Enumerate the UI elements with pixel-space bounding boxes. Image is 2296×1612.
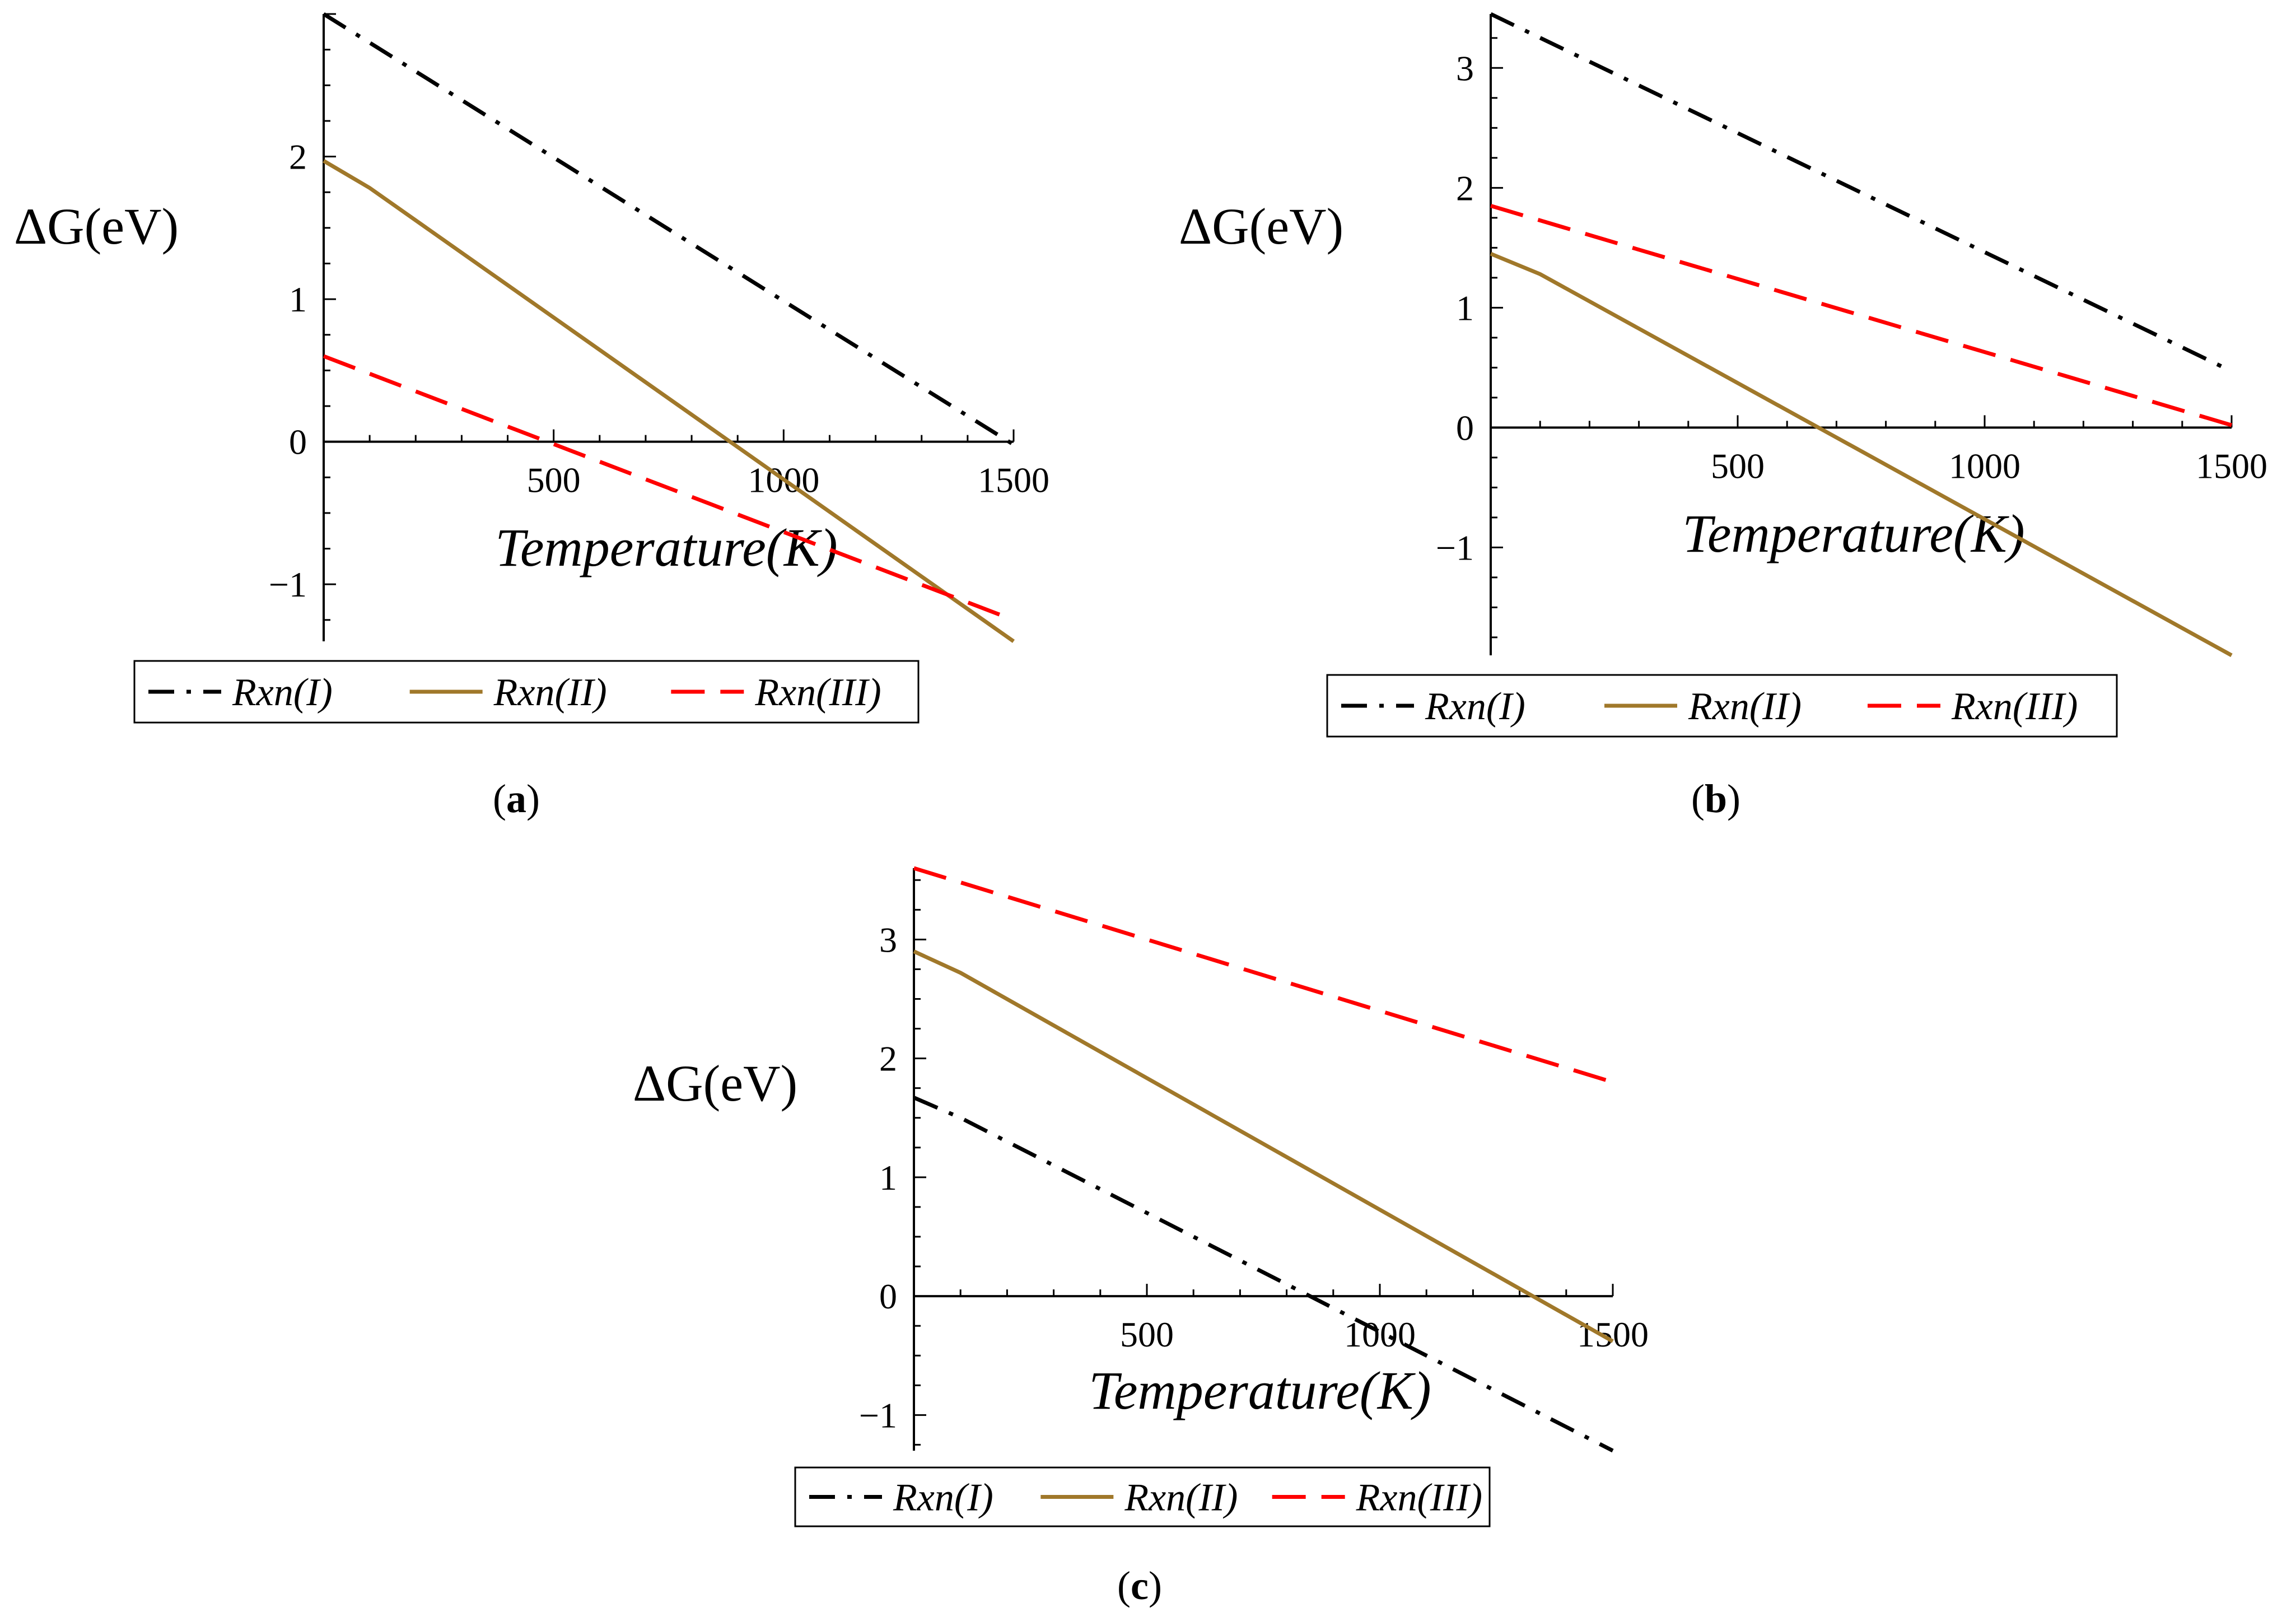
- legend-label-1: Rxn(I): [1425, 685, 1525, 728]
- y-tick-label: 3: [1456, 48, 1474, 88]
- y-tick-label: 1: [1456, 288, 1474, 328]
- x-tick-label: 500: [1120, 1315, 1174, 1354]
- y-axis-title: ΔG(eV): [14, 198, 179, 255]
- x-axis-title: Temperature(K): [1089, 1361, 1431, 1420]
- series-line-2: [913, 949, 1614, 1343]
- series-line-1: [323, 12, 1015, 446]
- y-tick-label: −1: [1436, 528, 1474, 567]
- y-tick-label: −1: [269, 565, 307, 604]
- caption-b: (b): [1691, 776, 1741, 821]
- y-tick-label: 3: [879, 920, 897, 959]
- legend-label-3: Rxn(III): [1356, 1476, 1482, 1520]
- series-line-3: [913, 866, 1614, 1084]
- legend-box: [1326, 674, 2118, 738]
- series-line-3: [1490, 204, 2232, 427]
- caption-a-letter: a: [506, 776, 526, 821]
- caption-a: (a): [493, 776, 540, 821]
- x-tick-label: 1000: [1949, 446, 2020, 486]
- y-tick-label: 0: [879, 1276, 897, 1316]
- legend-box: [794, 1466, 1491, 1527]
- legend-label-3: Rxn(III): [754, 671, 881, 714]
- y-axis-title: ΔG(eV): [1179, 198, 1343, 255]
- legend-label-1: Rxn(I): [232, 671, 333, 714]
- legend: Rxn(I) Rxn(II) Rxn(III): [133, 660, 920, 724]
- legend-label-2: Rxn(II): [493, 671, 607, 714]
- legend: Rxn(I) Rxn(II) Rxn(III): [1326, 674, 2118, 738]
- y-tick-label: 0: [1456, 408, 1474, 448]
- series-line-1: [913, 1096, 1614, 1453]
- legend-label-2: Rxn(II): [1124, 1476, 1238, 1520]
- y-tick-label: −1: [859, 1395, 897, 1435]
- x-tick-label: 1500: [2196, 446, 2267, 486]
- x-axis-title: Temperature(K): [1682, 504, 2025, 563]
- legend-label-1: Rxn(I): [893, 1476, 993, 1520]
- y-tick-label: 2: [1456, 168, 1474, 208]
- caption-c: (c): [1117, 1563, 1162, 1608]
- x-tick-label: 1500: [1577, 1315, 1649, 1354]
- y-axis-title: ΔG(eV): [633, 1055, 797, 1112]
- y-tick-label: 1: [289, 279, 307, 319]
- y-tick-label: 1: [879, 1158, 897, 1198]
- y-tick-label: 0: [289, 422, 307, 462]
- series-line-2: [1490, 251, 2233, 658]
- caption-c-letter: c: [1130, 1563, 1149, 1608]
- series-line-3: [323, 354, 1015, 622]
- x-tick-label: 500: [527, 460, 581, 500]
- y-tick-label: 2: [289, 137, 307, 177]
- x-axis-title: Temperature(K): [495, 518, 838, 577]
- x-tick-label: 500: [1711, 446, 1765, 486]
- legend: Rxn(I) Rxn(II) Rxn(III): [794, 1466, 1491, 1527]
- series-line-2: [323, 159, 1015, 643]
- caption-b-letter: b: [1704, 776, 1728, 821]
- legend-label-3: Rxn(III): [1951, 685, 2078, 728]
- y-tick-label: 2: [879, 1039, 897, 1079]
- legend-label-2: Rxn(II): [1688, 685, 1802, 728]
- legend-box: [133, 660, 920, 724]
- x-tick-label: 1500: [978, 460, 1049, 500]
